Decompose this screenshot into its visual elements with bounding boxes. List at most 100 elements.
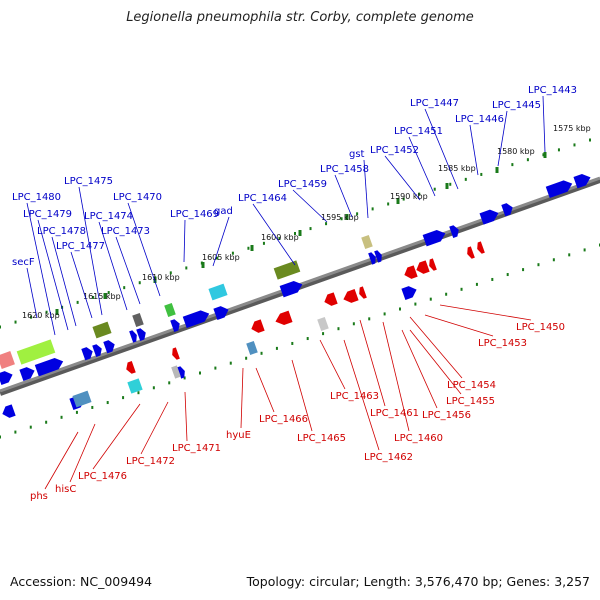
bottom-gene-label: LPC_1454 [447,380,496,391]
forward-gene-arrow-shape [129,330,137,343]
reverse-gene-arrow-shape [275,310,293,325]
forward-gene-arrow-shape [545,180,573,199]
upper-tick-mark [262,241,265,245]
top-label-leader [37,219,69,331]
forward-gene-arrow-shape [92,344,102,357]
accession-text: Accession: NC_009494 [10,574,153,589]
lower-tick-mark [522,268,525,272]
bottom-gene-label: LPC_1455 [446,396,495,407]
lower-tick-mark [199,371,201,375]
lower-tick-mark [29,425,32,429]
gene-box-olive-shape [273,260,301,280]
upper-tick-mark [294,232,296,235]
upper-tick-mark [557,148,560,152]
kbp-label: 1615 kbp [83,292,121,301]
top-gene-label: LPC_1470 [113,192,162,203]
upper-tick-mark [278,236,281,240]
upper-tick-mark [0,325,1,329]
lower-tick-mark [0,435,1,439]
reverse-gene-arrow-shape [251,319,265,333]
reverse-gene-arrow-shape [126,361,136,374]
upper-tick-mark [231,251,234,255]
forward-gene-arrow-shape [19,367,35,381]
lower-tick-mark [245,356,248,360]
bottom-gene-label: hyuE [226,430,251,441]
upper-tick-mark [387,202,390,206]
lower-tick-mark [491,277,494,281]
lower-tick-mark [475,282,478,286]
upper-tick-mark [480,172,483,176]
forward-gene-arrow-shape [449,225,459,238]
bottom-label-leader [319,339,346,390]
reverse-gene-arrow [467,246,475,259]
gene-box-pink-shape [0,351,15,369]
upper-tick-mark [371,207,374,211]
top-label-leader [384,155,421,201]
upper-tick-mark [123,286,126,290]
lower-tick-mark [137,391,140,395]
gene-box-steel [72,390,92,408]
forward-gene-arrow [213,306,229,320]
upper-tick-mark [511,163,514,167]
bottom-label-leader [291,359,313,432]
top-label-leader [51,236,77,327]
forward-gene-arrow-shape [374,250,382,263]
reverse-gene-arrow [275,310,293,325]
lower-tick-mark [275,346,278,350]
major-tick [201,262,205,268]
gene-box-steel [246,341,258,355]
bottom-label-leader [92,403,141,470]
reverse-gene-arrow-shape [359,286,367,299]
forward-gene-arrow [129,330,137,343]
upper-tick-mark [14,320,17,324]
forward-gene-arrow [81,347,93,361]
top-gene-label: LPC_1469 [170,209,219,220]
top-label-leader [408,136,436,197]
forward-gene-arrow-shape [103,340,115,354]
forward-gene-arrow-shape [136,328,146,341]
reverse-gene-arrow-shape [429,258,437,271]
lower-tick-mark [445,292,448,296]
gene-box-green [164,303,176,317]
reverse-gene-arrow [359,286,367,299]
gene-box-olive [273,260,301,280]
genome-summary-text: Topology: circular; Length: 3,576,470 bp… [246,574,590,589]
upper-tick-mark [542,153,545,157]
lower-tick-mark [183,376,186,380]
bottom-label-leader [69,423,96,483]
bottom-label-leader [382,321,410,432]
kbp-label: 1600 kbp [261,233,299,242]
bottom-gene-label: LPC_1466 [259,414,308,425]
reverse-gene-arrow [429,258,437,271]
lower-tick-mark [291,341,294,345]
forward-gene-arrow [103,340,115,354]
gene-box-lime-shape [16,339,56,365]
major-tick [298,230,302,236]
forward-gene-arrow-shape [0,371,13,385]
gene-box-olive-shape [92,321,112,339]
forward-gene-arrow-shape [182,310,210,329]
top-label-leader [469,124,479,176]
reverse-gene-arrow-shape [172,347,180,360]
upper-tick-mark [92,295,95,299]
top-gene-label: LPC_1459 [278,179,327,190]
kbp-label: 1585 kbp [438,164,476,173]
top-label-leader [252,203,296,266]
reverse-gene-arrow [172,347,180,360]
lower-tick-mark [352,322,355,326]
lower-tick-mark [122,396,125,400]
major-tick [250,245,254,251]
top-label-leader [212,216,230,267]
lower-tick-mark [106,401,109,405]
lower-tick-mark [429,297,432,301]
upper-tick-mark [107,291,110,295]
forward-gene-arrow [368,252,376,265]
top-label-leader [127,202,161,297]
bottom-label-leader [240,367,244,429]
reverse-gene-arrow [477,241,485,254]
bottom-label-leader [401,329,438,409]
top-label-leader [183,219,186,263]
lower-tick-mark [460,287,463,291]
top-gene-label: LPC_1447 [410,98,459,109]
upper-tick-mark [45,310,48,314]
